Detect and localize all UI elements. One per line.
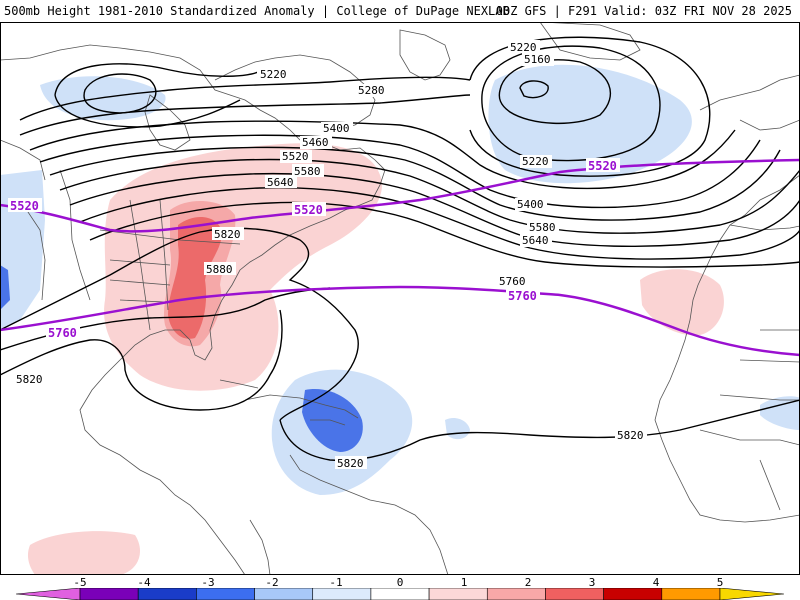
contour-low-west bbox=[83, 73, 157, 114]
colorbar-segment bbox=[661, 588, 721, 600]
colorbar-segment bbox=[486, 588, 546, 600]
weather-map: 5220 5220 5160 5280 5220 5400 5400 5460 … bbox=[0, 22, 800, 575]
cb-tick-0: 0 bbox=[396, 576, 404, 589]
model-run-info: 00Z GFS | F291 Valid: 03Z FRI NOV 28 202… bbox=[495, 4, 792, 18]
label-5220-c: 5220 bbox=[522, 155, 549, 168]
anomaly-neg-west-dark bbox=[0, 265, 10, 310]
cb-tick-m2: -2 bbox=[265, 576, 279, 589]
anomaly-pos-east-us bbox=[104, 143, 382, 391]
colorbar-arrow-right bbox=[719, 588, 785, 600]
contour-5220-west bbox=[54, 63, 259, 96]
label-5820-c: 5820 bbox=[337, 457, 364, 470]
colorbar-segment bbox=[603, 588, 663, 600]
cb-tick-m4: -4 bbox=[137, 576, 151, 589]
label-5640-b: 5640 bbox=[522, 234, 549, 247]
anomaly-pos-sw bbox=[27, 531, 141, 575]
map-title: 500mb Height 1981-2010 Standardized Anom… bbox=[4, 4, 510, 18]
label-5820-b: 5820 bbox=[16, 373, 43, 386]
colorbar-segment bbox=[79, 588, 139, 600]
purple-labels: 5520 5520 5520 5760 5760 bbox=[8, 158, 620, 340]
label-5220-a: 5220 bbox=[260, 68, 287, 81]
label-5460: 5460 bbox=[302, 136, 329, 149]
contour-5220-west-b bbox=[54, 94, 241, 128]
colorbar-segment bbox=[370, 588, 430, 600]
label-5760-purple-b: 5760 bbox=[508, 289, 537, 303]
label-5640-a: 5640 bbox=[267, 176, 294, 189]
label-5400-b: 5400 bbox=[517, 198, 544, 211]
label-5760-purple-a: 5760 bbox=[48, 326, 77, 340]
cb-tick-2: 2 bbox=[524, 576, 532, 589]
label-5760-a: 5760 bbox=[499, 275, 526, 288]
label-5280: 5280 bbox=[358, 84, 385, 97]
colorbar: -5 -4 -3 -2 -1 0 1 2 3 4 5 bbox=[0, 575, 800, 600]
map-svg: 5220 5220 5160 5280 5220 5400 5400 5460 … bbox=[0, 22, 800, 575]
label-5580-b: 5580 bbox=[529, 221, 556, 234]
anomaly-shading bbox=[0, 64, 800, 575]
label-5880: 5880 bbox=[206, 263, 233, 276]
cb-tick-m3: -3 bbox=[201, 576, 215, 589]
cb-tick-3: 3 bbox=[588, 576, 596, 589]
label-5220-b: 5220 bbox=[510, 41, 537, 54]
label-5820-a: 5820 bbox=[214, 228, 241, 241]
purple-5760 bbox=[0, 285, 800, 357]
cb-tick-1: 1 bbox=[460, 576, 468, 589]
anomaly-pos-africa bbox=[640, 269, 724, 336]
cb-tick-5: 5 bbox=[716, 576, 724, 589]
anomaly-neg-atlantic-small bbox=[445, 418, 470, 440]
colorbar-segment bbox=[137, 588, 197, 600]
map-header: 500mb Height 1981-2010 Standardized Anom… bbox=[0, 0, 800, 22]
cb-tick-m5: -5 bbox=[73, 576, 87, 589]
coastlines bbox=[0, 22, 800, 575]
label-5520-purple-c: 5520 bbox=[588, 159, 617, 173]
label-5520-c: 5520 bbox=[282, 150, 309, 163]
colorbar-strip bbox=[15, 588, 785, 600]
anomaly-pos-east-us-core bbox=[168, 216, 222, 339]
cb-tick-m1: -1 bbox=[329, 576, 343, 589]
label-5400-a: 5400 bbox=[323, 122, 350, 135]
colorbar-segment bbox=[428, 588, 488, 600]
cb-tick-4: 4 bbox=[652, 576, 660, 589]
label-5820-d: 5820 bbox=[617, 429, 644, 442]
colorbar-arrow-left bbox=[15, 588, 81, 600]
label-5520-purple-a: 5520 bbox=[10, 199, 39, 213]
anomaly-neg-west bbox=[0, 170, 45, 330]
label-5580-a: 5580 bbox=[294, 165, 321, 178]
label-5520-purple-b: 5520 bbox=[294, 203, 323, 217]
anomaly-neg-africa-east bbox=[760, 396, 800, 430]
contour-labels: 5220 5220 5160 5280 5220 5400 5400 5460 … bbox=[14, 40, 647, 470]
contour-low-east-1 bbox=[519, 80, 549, 99]
colorbar-segment bbox=[254, 588, 314, 600]
anomaly-neg-north-atlantic bbox=[488, 64, 692, 184]
colorbar-segment bbox=[196, 588, 255, 600]
contour-5220-east bbox=[469, 36, 711, 177]
label-5160: 5160 bbox=[524, 53, 551, 66]
colorbar-segment bbox=[312, 588, 372, 600]
colorbar-segment bbox=[545, 588, 604, 600]
